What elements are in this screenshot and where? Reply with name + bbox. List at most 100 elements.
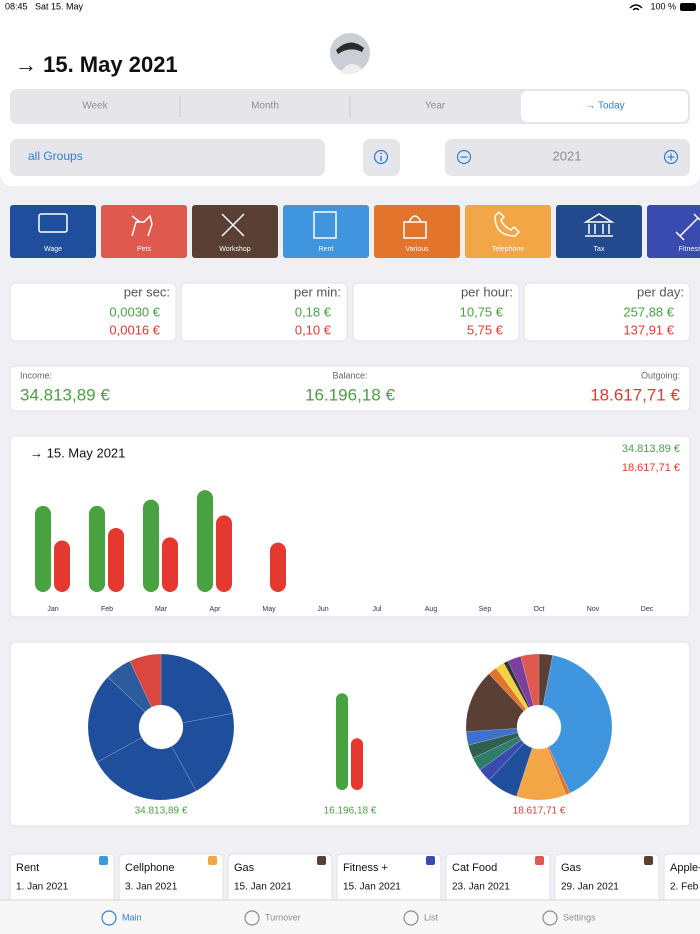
month-label: Mar — [155, 606, 168, 613]
pie-slice — [171, 712, 235, 792]
balance-bar — [351, 738, 363, 790]
rate-income: 257,88 € — [623, 304, 674, 319]
pie-slice — [542, 654, 613, 794]
tab-label[interactable]: Year — [425, 101, 446, 112]
category-label: Telephone — [492, 246, 524, 253]
month-bar — [216, 515, 232, 592]
transaction-date: 15. Jan 2021 — [343, 882, 401, 893]
category-tile[interactable] — [192, 205, 278, 258]
outgoing-label: Outgoing: — [641, 370, 680, 380]
transaction-name: Rent — [16, 862, 39, 874]
transaction-color — [644, 856, 653, 865]
tab-bar-label[interactable]: Settings — [563, 912, 596, 922]
pie-slice — [87, 676, 146, 763]
month-label: Sep — [479, 606, 492, 613]
group-selector[interactable] — [10, 139, 325, 176]
month-label: Feb — [101, 606, 113, 613]
totals-card — [9, 365, 691, 412]
group-label: all Groups — [28, 149, 83, 163]
transaction-date: 29. Jan 2021 — [561, 882, 619, 893]
month-label: Jul — [373, 606, 382, 613]
balance-label: Balance: — [332, 370, 367, 380]
month-bar — [270, 542, 286, 592]
transaction-name: Cellphone — [125, 862, 175, 874]
transaction-color — [99, 856, 108, 865]
tab-icon[interactable] — [101, 910, 117, 926]
transaction-date: 2. Feb 2021 — [670, 882, 700, 893]
year-plus[interactable] — [663, 149, 679, 165]
month-label: Jun — [317, 606, 328, 613]
info-icon — [373, 149, 389, 165]
tab-bar-label[interactable]: Turnover — [265, 912, 301, 922]
category-label: Pets — [137, 246, 152, 253]
category-label: Rent — [319, 246, 334, 253]
rate-card — [180, 282, 348, 342]
month-label: Apr — [210, 606, 222, 613]
monthly-chart-title: → 15. May 2021 — [30, 445, 125, 460]
month-bar — [108, 527, 124, 592]
transaction-name: Cat Food — [452, 862, 497, 874]
rate-label: per min: — [294, 284, 341, 299]
transaction-card[interactable] — [663, 853, 700, 915]
year-label: 2021 — [553, 148, 582, 163]
category-tile[interactable] — [283, 205, 369, 258]
rate-card — [9, 282, 177, 342]
category-tile[interactable] — [647, 205, 700, 258]
icon-bag — [403, 215, 427, 239]
avatar[interactable] — [330, 33, 370, 75]
transaction-date: 23. Jan 2021 — [452, 882, 510, 893]
month-bar — [54, 540, 70, 592]
transaction-name: Apple+ — [670, 862, 700, 874]
category-label: Various — [405, 246, 429, 253]
tab-icon[interactable] — [244, 910, 260, 926]
icon-building — [313, 211, 337, 239]
category-tile[interactable] — [101, 205, 187, 258]
tab-selected-bg[interactable] — [521, 91, 688, 122]
month-label: Dec — [641, 606, 654, 613]
transaction-color — [535, 856, 544, 865]
category-tile[interactable] — [556, 205, 642, 258]
month-bar — [89, 505, 105, 592]
tab-bar — [0, 900, 700, 934]
category-label: Workshop — [219, 246, 250, 253]
category-label: Wage — [44, 246, 62, 253]
transaction-color — [208, 856, 217, 865]
info-icon-dot — [380, 152, 382, 155]
rate-card — [352, 282, 520, 342]
minus-circle — [456, 149, 472, 165]
transaction-date: 1. Jan 2021 — [16, 882, 69, 893]
monthly-chart-card — [9, 435, 691, 618]
balance-total: 16.196,18 € — [305, 385, 395, 404]
transaction-color — [317, 856, 326, 865]
month-bar — [35, 505, 51, 592]
transaction-name: Fitness + — [343, 862, 388, 874]
icon-fitness — [675, 213, 700, 241]
chart-outgoing-annotation: 18.617,71 € — [622, 462, 680, 474]
battery-icon — [680, 3, 696, 11]
month-label: Oct — [534, 606, 545, 613]
month-bar — [162, 537, 178, 592]
tile-icons — [38, 210, 700, 241]
tab-label[interactable]: Week — [82, 101, 108, 112]
category-tile[interactable] — [465, 205, 551, 258]
tab-bar-label[interactable]: List — [424, 912, 439, 922]
page-title: → 15. May 2021 — [15, 52, 178, 77]
tab-icon[interactable] — [403, 910, 419, 926]
rate-label: per day: — [637, 284, 684, 299]
category-label: Fitness — [679, 246, 700, 253]
tab-icon[interactable] — [542, 910, 558, 926]
pie-slice — [129, 653, 162, 708]
avatar-cap — [336, 42, 364, 54]
rate-outgoing: 137,91 € — [623, 322, 674, 337]
rate-outgoing: 0,0016 € — [109, 322, 160, 337]
plus-circle — [663, 149, 679, 165]
month-label: Jan — [47, 606, 58, 613]
year-minus[interactable] — [456, 149, 472, 165]
rate-outgoing: 0,10 € — [295, 322, 332, 337]
tab-label[interactable]: Month — [251, 101, 279, 112]
tab-label[interactable]: → Today — [585, 101, 624, 112]
tab-bar-label[interactable]: Main — [122, 912, 142, 922]
income-total: 34.813,89 € — [20, 385, 110, 404]
category-tile[interactable] — [374, 205, 460, 258]
